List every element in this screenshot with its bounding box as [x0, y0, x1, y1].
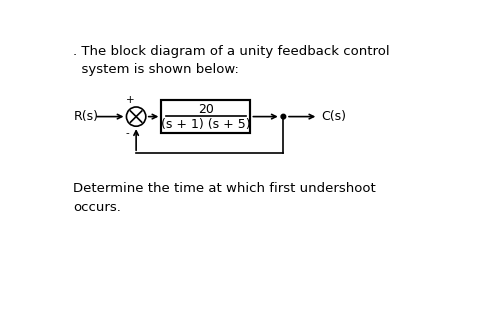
Circle shape — [281, 114, 285, 119]
Text: occurs.: occurs. — [74, 201, 121, 214]
Text: R(s): R(s) — [74, 110, 99, 123]
Text: system is shown below:: system is shown below: — [74, 63, 239, 76]
Text: . The block diagram of a unity feedback control: . The block diagram of a unity feedback … — [74, 46, 390, 58]
Text: +: + — [126, 95, 134, 106]
Text: -: - — [126, 128, 130, 138]
Text: (s + 1) (s + 5): (s + 1) (s + 5) — [161, 118, 250, 131]
Bar — [162, 100, 250, 133]
Text: Determine the time at which first undershoot: Determine the time at which first unders… — [74, 182, 376, 195]
Text: 20: 20 — [198, 103, 214, 115]
Text: C(s): C(s) — [321, 110, 346, 123]
